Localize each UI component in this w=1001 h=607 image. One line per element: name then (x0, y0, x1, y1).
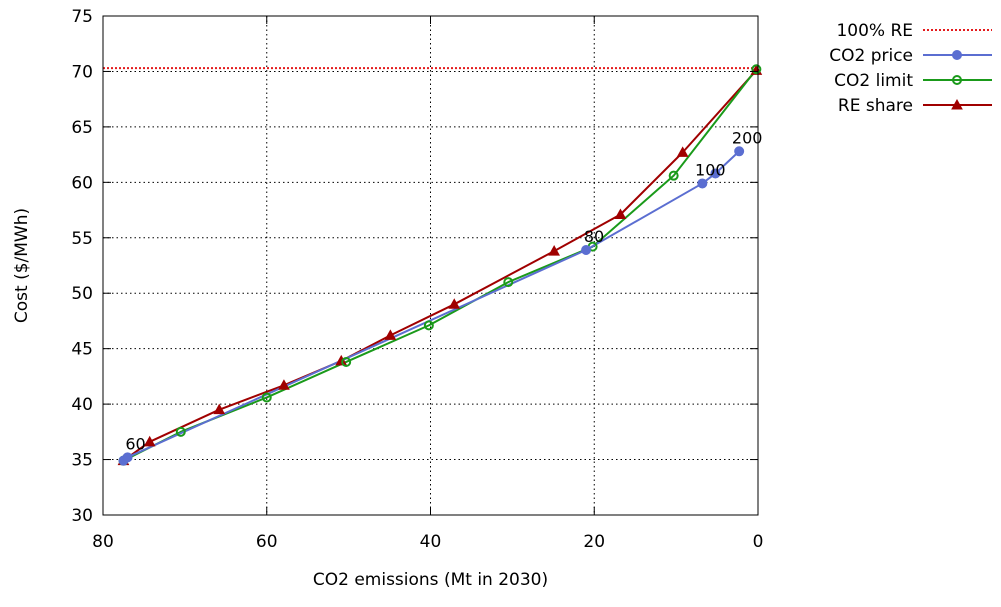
data-point-re-share (335, 354, 348, 366)
data-point-co2-price (697, 178, 708, 189)
legend-marker-co2-price (952, 50, 962, 60)
y-tick-label: 50 (71, 284, 93, 304)
y-tick-label: 70 (71, 62, 93, 82)
series-line-re-share (122, 69, 758, 462)
y-tick-label: 55 (71, 229, 93, 249)
data-point-re-share (448, 298, 461, 309)
data-point-co2-price (122, 452, 133, 463)
legend-marker-re-share (951, 98, 963, 110)
x-tick-label: 20 (583, 532, 605, 552)
data-point-re-share (213, 403, 226, 415)
y-tick-label: 75 (71, 7, 93, 27)
data-point-co2-price (710, 168, 721, 179)
x-tick-label: 40 (420, 532, 442, 552)
data-point-co2-limit (503, 277, 514, 288)
x-tick-label: 60 (256, 532, 278, 552)
data-point-co2-price (734, 146, 745, 157)
series-line-co2-limit (123, 68, 758, 462)
x-axis-title: CO2 emissions (Mt in 2030) (313, 570, 548, 590)
point-annotation: 80 (584, 227, 604, 246)
y-tick-label: 35 (71, 451, 93, 471)
series-markers (117, 64, 763, 466)
data-point-co2-limit (175, 426, 186, 437)
data-point-re-share (548, 245, 560, 256)
x-tick-label: 0 (753, 532, 764, 552)
y-tick-label: 45 (71, 340, 93, 360)
data-point-re-share (384, 329, 397, 340)
y-axis-title: Cost ($/MWh) (12, 208, 32, 323)
legend: 100% RE CO2 price CO2 limit RE share (829, 21, 992, 116)
data-point-co2-limit (261, 392, 272, 403)
data-point-re-share (676, 146, 689, 157)
series-line-co2-price (122, 150, 740, 462)
data-point-re-share (614, 208, 627, 219)
point-annotation: 200 (732, 128, 763, 147)
point-annotation: 60 (125, 434, 145, 453)
y-tick-label: 65 (71, 118, 93, 138)
data-point-co2-limit (751, 64, 762, 75)
legend-label-re-share: RE share (838, 96, 913, 116)
data-point-co2-price (581, 244, 592, 255)
legend-marker-co2-limit (952, 75, 962, 85)
legend-label-100-re: 100% RE (836, 21, 913, 41)
data-point-co2-limit (423, 320, 434, 331)
y-tick-label: 30 (71, 506, 93, 526)
point-annotations: 60 80 100 200 (125, 128, 762, 453)
legend-label-co2-price: CO2 price (829, 46, 913, 66)
data-point-re-share (143, 435, 156, 447)
series-lines (122, 68, 758, 462)
grid-lines (103, 16, 758, 515)
legend-label-co2-limit: CO2 limit (834, 71, 913, 91)
data-point-co2-limit (668, 170, 679, 181)
data-point-co2-limit (341, 356, 352, 367)
point-annotation: 100 (695, 160, 726, 179)
x-tick-label: 80 (92, 532, 114, 552)
data-point-re-share (278, 379, 290, 390)
y-tick-label: 40 (71, 395, 93, 415)
y-tick-label: 60 (71, 173, 93, 193)
